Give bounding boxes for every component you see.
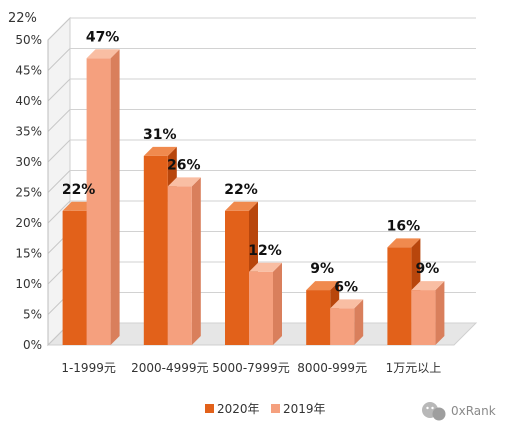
- bar: [167, 177, 201, 345]
- x-axis: 1-1999元 2000-4999元 5000-7999元 8000-999元 1万元以…: [61, 361, 441, 375]
- legend-swatch: [271, 404, 280, 413]
- legend: 2020年 2019年: [205, 402, 326, 416]
- data-label: 16%: [387, 218, 421, 234]
- data-label: 9%: [416, 261, 440, 277]
- y-tick-label: 45%: [15, 64, 42, 78]
- gridline-side: [47, 48, 71, 71]
- y-tick-label: 5%: [23, 308, 42, 322]
- data-label: 12%: [248, 243, 282, 259]
- y-tick-label: 20%: [15, 216, 42, 230]
- legend-item: 2020年: [205, 402, 260, 416]
- y-tick-label: 10%: [15, 277, 42, 291]
- y-tick-label: 40%: [15, 94, 42, 108]
- gridline-side: [47, 170, 71, 193]
- x-tick-label: 8000-999元: [297, 361, 367, 375]
- x-tick-label: 5000-7999元: [212, 361, 289, 375]
- legend-swatch: [205, 404, 214, 413]
- gridline-side: [47, 78, 71, 102]
- data-label: 22%: [62, 182, 96, 198]
- x-tick-label: 1-1999元: [61, 361, 116, 375]
- data-label: 31%: [143, 127, 177, 143]
- watermark-text: 0xRank: [451, 404, 496, 418]
- y-tick-label: 15%: [15, 247, 42, 261]
- data-label: 9%: [310, 261, 334, 277]
- y-tick-label: 50%: [15, 33, 42, 47]
- y-tick-label: 0%: [23, 338, 42, 352]
- data-labels: 22%47%31%26%22%12%9%6%16%9%: [62, 29, 439, 295]
- bar: [249, 262, 282, 345]
- top-corner-label: 22%: [8, 11, 37, 26]
- bar: [330, 299, 364, 345]
- y-tick-label: 30%: [15, 155, 42, 169]
- bars: [62, 49, 445, 346]
- y-axis: 0% 5% 10% 15% 20% 25% 30% 35% 40% 45% 50%: [15, 33, 49, 352]
- gridline-side: [47, 139, 71, 163]
- y-tick-label: 25%: [15, 186, 42, 200]
- gridline-side: [47, 109, 71, 132]
- wechat-icon: [422, 402, 446, 421]
- data-label: 47%: [86, 29, 120, 45]
- data-label: 26%: [167, 157, 201, 173]
- bar: [411, 281, 445, 345]
- gridline-side: [47, 200, 71, 224]
- x-tick-label: 1万元以上: [386, 361, 442, 375]
- gridline-side: [47, 17, 71, 41]
- data-label: 22%: [224, 182, 258, 198]
- y-tick-label: 35%: [15, 125, 42, 139]
- bar: [86, 49, 120, 346]
- watermark: 0xRank: [422, 402, 496, 421]
- legend-label: 2020年: [217, 402, 260, 416]
- x-tick-label: 2000-4999元: [131, 361, 208, 375]
- data-label: 6%: [334, 279, 358, 295]
- legend-item: 2019年: [271, 402, 326, 416]
- legend-label: 2019年: [283, 402, 326, 416]
